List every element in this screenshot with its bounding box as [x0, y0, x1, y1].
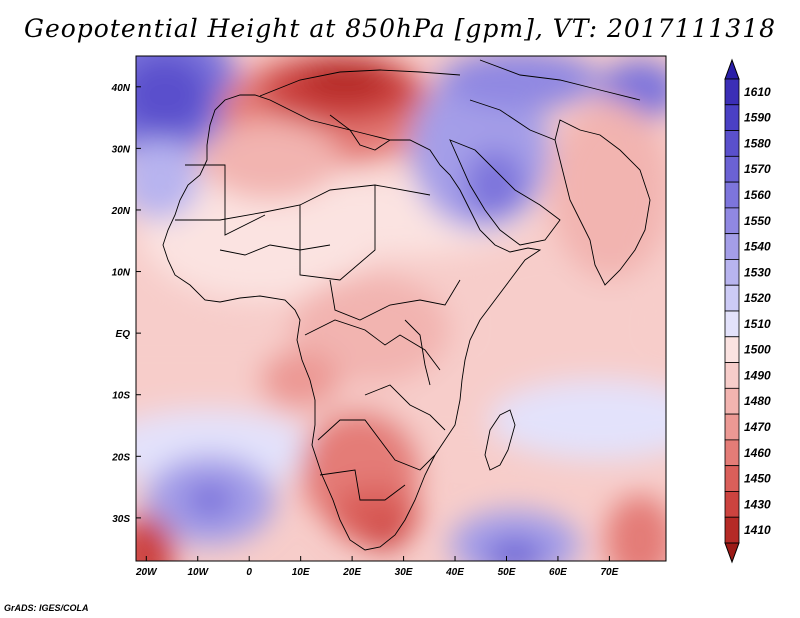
colorbar-level-label: 1480	[744, 394, 771, 408]
colorbar-cell	[724, 491, 740, 518]
colorbar-level-label: 1460	[744, 446, 771, 460]
colorbar-cell	[724, 181, 740, 209]
y-tick-label: 20S	[111, 452, 130, 463]
y-tick-label: EQ	[116, 329, 131, 340]
colorbar-cell	[724, 78, 740, 106]
colorbar-cell	[724, 233, 740, 260]
x-tick-label: 60E	[549, 567, 567, 578]
colorbar-level-label: 1530	[744, 265, 771, 279]
colorbar-cell	[724, 465, 740, 492]
y-tick-label: 20N	[111, 206, 131, 217]
colorbar: 1610 1590 1580 1570 1560 1550 1540 1530 1520 1510…	[724, 58, 771, 564]
x-tick-label: 30E	[395, 567, 413, 578]
colorbar-cell	[724, 387, 740, 415]
colorbar-cell	[724, 310, 740, 338]
colorbar-bottom-arrow	[724, 542, 740, 564]
colorbar-top-arrow	[724, 58, 740, 80]
longitude-axis: 20W 10W 0 10E 20E 30E 40E 50E 60E 70E	[135, 556, 619, 578]
colorbar-cell	[724, 207, 740, 235]
colorbar-level-label: 1590	[744, 111, 771, 125]
map-border	[135, 55, 667, 562]
colorbar-level-label: 1470	[744, 420, 771, 434]
colorbar-level-label: 1560	[744, 188, 771, 202]
x-tick-label: 10W	[187, 567, 209, 578]
colorbar-level-label: 1430	[744, 497, 771, 511]
colorbar-level-label: 1490	[744, 368, 771, 382]
colorbar-level-label: 1570	[744, 162, 771, 176]
colorbar-cell	[724, 439, 740, 467]
x-tick-label: 20W	[135, 567, 158, 578]
colorbar-cell	[724, 130, 740, 157]
colorbar-cell	[724, 155, 740, 183]
y-tick-label: 10S	[112, 391, 130, 402]
colorbar-level-label: 1610	[744, 85, 771, 99]
colorbar-level-label: 1550	[744, 214, 771, 228]
x-tick-label: 20E	[342, 567, 361, 578]
colorbar-cell	[724, 104, 740, 131]
x-tick-label: 70E	[600, 567, 618, 578]
x-tick-label: 10E	[292, 567, 310, 578]
x-tick-label: 50E	[498, 567, 516, 578]
colorbar-level-label: 1410	[744, 523, 771, 537]
colorbar-cell	[724, 413, 740, 441]
colorbar-level-label: 1580	[744, 136, 771, 150]
y-tick-label: 30N	[112, 144, 131, 155]
coastlines-and-borders	[162, 59, 651, 551]
colorbar-level-label: 1510	[744, 317, 771, 331]
x-tick-label: 0	[246, 567, 252, 578]
geopotential-field	[136, 56, 666, 561]
colorbar-level-label: 1540	[744, 240, 771, 254]
y-tick-label: 10N	[112, 268, 131, 279]
colorbar-cell	[724, 259, 740, 286]
latitude-axis: 40N 30N 20N 10N EQ 10S 20S 30S	[111, 83, 141, 525]
colorbar-cell	[724, 516, 740, 544]
colorbar-cell	[724, 362, 740, 389]
colorbar-level-label: 1500	[744, 343, 771, 357]
colorbar-level-label: 1520	[744, 291, 771, 305]
map-title: Geopotential Height at 850hPa [gpm], VT:…	[23, 14, 777, 43]
x-tick-label: 40E	[445, 567, 464, 578]
y-tick-label: 40N	[111, 83, 131, 94]
colorbar-level-label: 1450	[744, 472, 771, 486]
colorbar-cell	[724, 284, 740, 312]
y-tick-label: 30S	[112, 514, 130, 525]
colorbar-cell	[724, 336, 740, 363]
grads-credit: GrADS: IGES/COLA	[4, 603, 89, 613]
